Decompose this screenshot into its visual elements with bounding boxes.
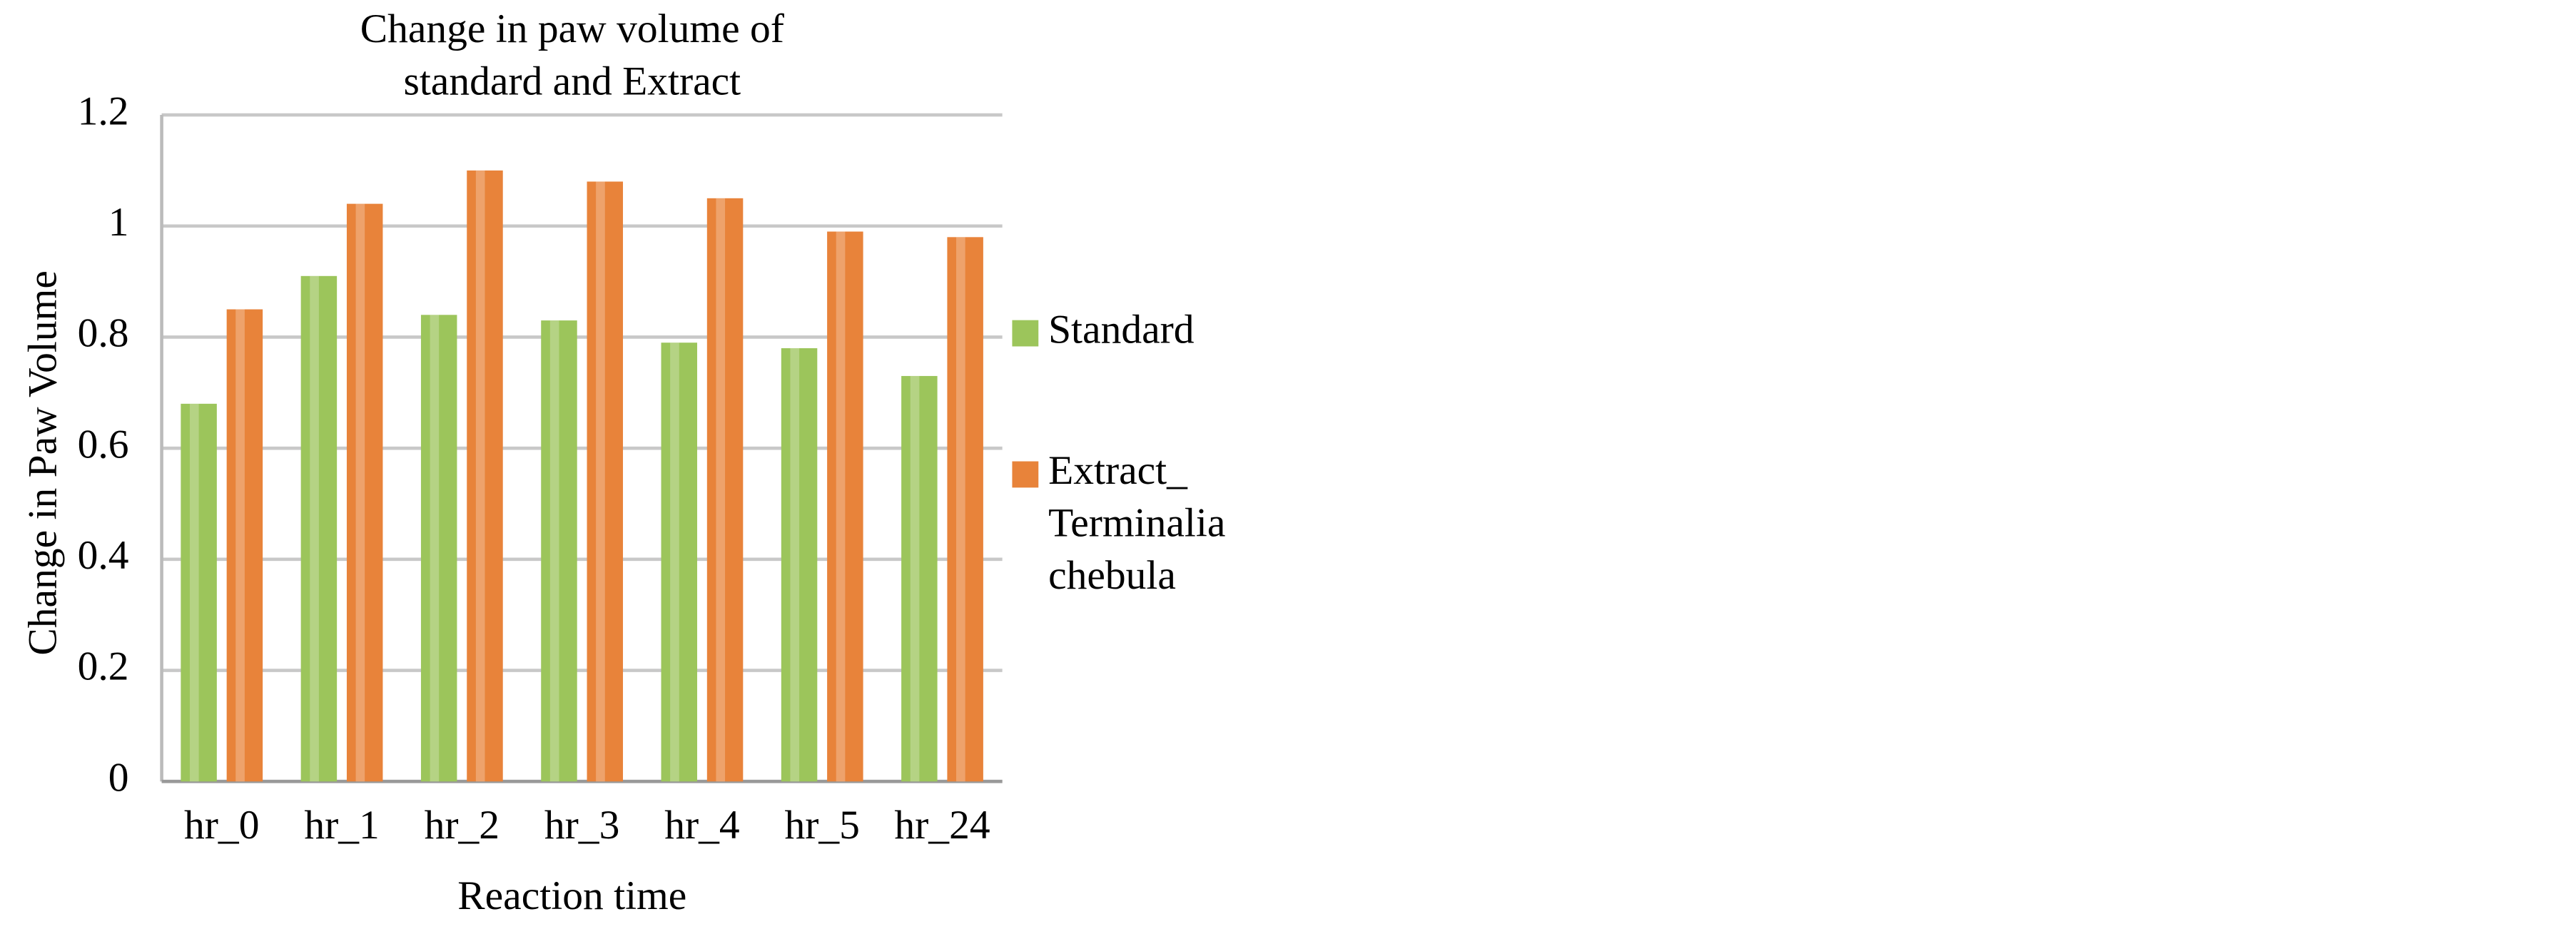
y-tick-label: 1: [108, 200, 129, 245]
bar: [901, 375, 938, 782]
bar-highlight: [235, 309, 245, 782]
bar: [300, 275, 338, 782]
bar: [420, 315, 457, 782]
bar-highlight: [189, 403, 199, 782]
bar: [706, 198, 744, 782]
bar-highlight: [790, 348, 800, 782]
x-tick-label: hr_4: [664, 803, 739, 848]
x-tick-label: hr_3: [544, 803, 619, 848]
legend-label: Extract_ Terminalia chebula: [1048, 448, 1225, 598]
y-axis-label: Change in Paw Volume: [21, 270, 66, 655]
legend-swatch: [1012, 320, 1039, 347]
bar-highlight: [549, 320, 559, 782]
bar: [827, 231, 863, 782]
y-tick-label: 0: [108, 755, 129, 800]
bar-highlight: [956, 237, 965, 782]
x-tick-label: hr_5: [784, 803, 859, 848]
x-axis-label: Reaction time: [457, 873, 686, 918]
y-tick-label: 0.6: [78, 422, 129, 467]
bar: [226, 309, 263, 782]
legend-label: Standard: [1048, 307, 1195, 352]
x-tick-label: hr_1: [304, 803, 379, 848]
legend-swatch: [1012, 461, 1039, 488]
x-tick-label: hr_2: [425, 803, 500, 848]
bar-highlight: [475, 170, 485, 782]
bar: [661, 342, 698, 782]
x-tick-label: hr_0: [184, 803, 259, 848]
bar: [541, 320, 577, 782]
x-tick-label: hr_24: [894, 803, 990, 848]
bar-highlight: [596, 181, 605, 782]
y-tick-label: 0.8: [78, 311, 129, 356]
bar-highlight: [716, 198, 726, 782]
bar-highlight: [355, 203, 365, 782]
bar: [587, 181, 624, 782]
bar: [947, 237, 983, 782]
bar-highlight: [670, 342, 679, 782]
y-tick-label: 1.2: [78, 88, 129, 133]
chart-title: Change in paw volume of standard and Extr…: [360, 6, 785, 104]
bar: [781, 348, 818, 782]
bar: [181, 403, 217, 782]
bar-highlight: [910, 375, 920, 782]
bar-highlight: [430, 315, 440, 782]
bar-highlight: [836, 231, 846, 782]
bar: [346, 203, 383, 782]
bar-highlight: [310, 275, 319, 782]
y-tick-label: 0.4: [78, 533, 129, 578]
y-tick-label: 0.2: [78, 644, 129, 689]
bar: [467, 170, 503, 782]
